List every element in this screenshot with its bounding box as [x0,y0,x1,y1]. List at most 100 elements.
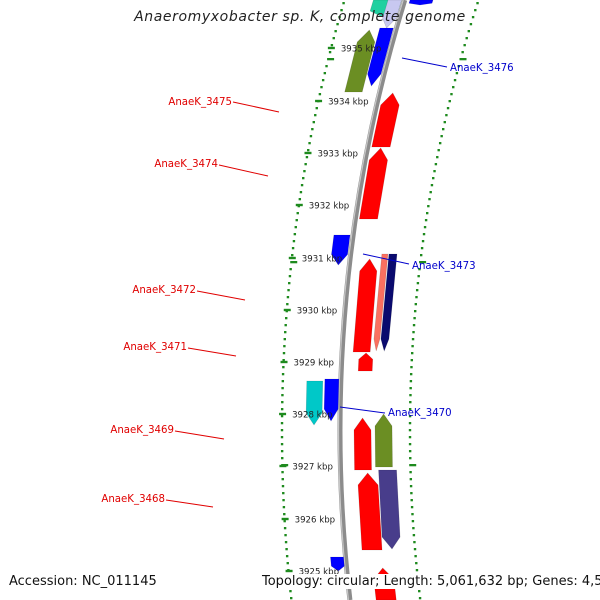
gc-outer-line-dot [288,275,292,278]
backbone-highlight [337,0,404,600]
gene-feature-red[interactable] [357,352,374,372]
gc-outer-line-dot [303,170,306,173]
gc-outer-line-dot [285,555,289,558]
gc-outer-line-dot [320,86,323,89]
gene-label-leader [218,164,269,177]
position-ruler: 3935 kbp 3934 kbp 3933 kbp 3932 kbp 3931 kbp… [279,45,381,578]
gene-label-leader [362,253,410,265]
gene-label-leader [196,290,246,301]
gc-inner-line-dot [418,590,421,593]
gene-feature-slate[interactable] [378,469,401,550]
gc-inner-line-dot [428,198,431,201]
gene-label-leader [187,347,237,357]
gc-inner-line-dot [415,296,418,299]
gc-inner-line-dot [408,415,412,418]
genome-summary-value: Topology: circular; Length: 5,061,632 bp… [262,574,600,589]
gc-inner-line-dot [465,37,468,40]
gene-feature-red[interactable] [359,147,388,220]
ruler-label: 3933 kbp [317,150,358,160]
gene-feature-cyan[interactable] [305,380,324,426]
gene-feature-lavender[interactable] [382,0,402,29]
gc-outer-line-dot [284,541,288,544]
gc-outer-line-dot [283,513,286,516]
gc-outer-line-dot [283,527,287,530]
gc-outer-line-dot [280,408,284,411]
gene-label[interactable]: AnaeK_3471 [123,342,187,353]
gc-outer-line-dot [293,233,297,236]
ruler-tick [280,360,288,364]
gene-feature-salmon[interactable] [373,253,389,352]
gene-features [305,0,434,600]
gene-feature-navy[interactable] [380,253,398,352]
gc-outer-line-dot [283,338,286,341]
gc-inner-line-dot [413,317,416,320]
gc-outer-line-dot [284,331,287,334]
gc-outer-line-dot [340,9,343,12]
gene-label[interactable]: AnaeK_3476 [450,63,514,74]
gene-label[interactable]: AnaeK_3469 [110,425,174,436]
ruler-tick [279,464,287,468]
gene-feature-blue[interactable] [330,556,345,572]
gene-label[interactable]: AnaeK_3468 [101,494,165,505]
gc-outer-line-dot [282,352,286,355]
gene-feature-olive[interactable] [344,29,376,93]
gc-outer-line-dot [295,219,298,222]
gc-outer-line-dot [283,520,286,523]
gc-outer-line-dot [292,240,296,243]
ruler-tick [283,308,291,312]
gc-inner-line-dot [419,254,423,257]
backbone-line [337,0,408,600]
gene-feature-red[interactable] [371,92,400,148]
gene-label[interactable]: AnaeK_3470 [388,408,452,419]
gc-outer-line-dot [281,457,284,460]
gc-inner-line-dot [410,499,413,502]
gc-outer-line-dot [280,415,284,418]
gene-feature-red[interactable] [357,472,383,551]
gc-outer-line-dot [318,93,322,96]
ruler-tick [279,412,287,416]
gc-inner-line-dot [409,373,413,376]
gene-feature-red[interactable] [352,258,378,353]
gc-inner-line-dot [410,506,414,509]
gene-feature-blue[interactable] [367,27,394,87]
gc-inner-line-dot [438,142,442,145]
gc-inner-line-dot [412,527,415,530]
gc-inner-line-dot [411,338,415,341]
gc-outer-line-dot [288,282,291,285]
gc-outer-line-dot [325,65,328,68]
gene-feature-red[interactable] [353,417,372,471]
gc-inner-line-dot [408,450,412,453]
gene-feature-olive[interactable] [374,413,393,468]
ruler-label: 3926 kbp [295,516,336,526]
gc-inner-line-dot [430,184,434,187]
gc-inner-line-dot [410,366,413,369]
gc-inner-line-dot [411,513,414,516]
gene-feature-blue[interactable] [331,234,351,266]
gc-inner-line-dot [433,170,436,173]
gene-label[interactable]: AnaeK_3474 [154,159,218,170]
gc-inner-line-dot [409,401,412,404]
gc-outer-line-dot [281,471,284,474]
gene-feature-blue[interactable] [408,0,434,6]
gc-outer-line-dot [323,72,327,75]
gene-label[interactable]: AnaeK_3475 [168,97,232,108]
gc-outer-line-dot [281,478,284,481]
gene-feature-blue[interactable] [323,378,340,422]
gc-outer-line-dot [280,429,284,432]
gc-outer-line-dot [304,163,307,166]
ruler-tick [327,46,335,50]
gene-label[interactable]: AnaeK_3473 [412,261,476,272]
gc-inner-line-dot [426,212,429,215]
ruler-label: 3927 kbp [292,463,333,473]
gc-outer-line-dot [308,142,311,145]
gene-label[interactable]: AnaeK_3472 [132,285,196,296]
ruler-label: 3929 kbp [294,359,335,369]
gc-inner-line-dot [409,485,413,488]
gc-outer-line-dot [289,268,292,271]
gc-inner-line-dot [443,121,446,124]
gc-inner-line-dot [409,478,413,481]
gc-inner-line-dot [469,23,473,26]
gc-outer-line-dot [296,212,299,215]
gc-inner-line-dot [420,247,424,250]
